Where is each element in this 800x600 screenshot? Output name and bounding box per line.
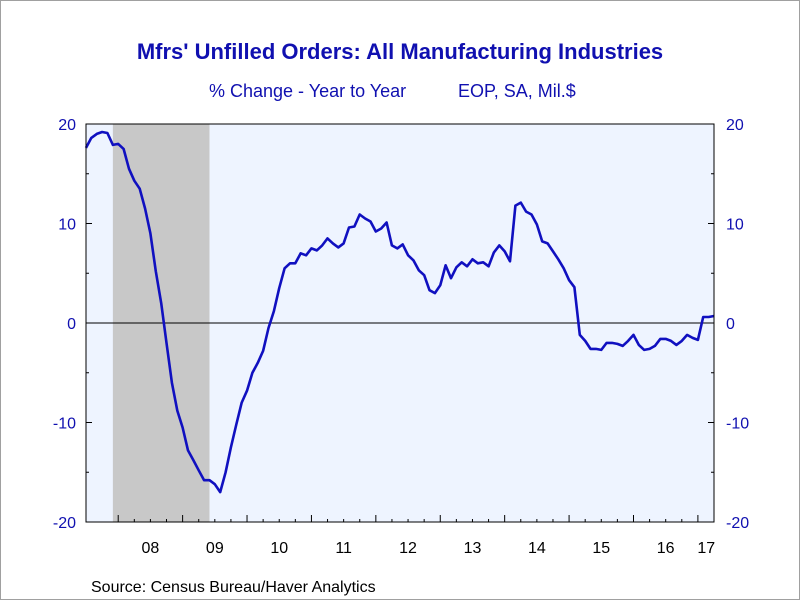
x-tick-label: 14 <box>528 540 546 557</box>
x-tick-label: 11 <box>335 540 352 557</box>
y-tick-label-left: 10 <box>58 217 76 234</box>
x-tick-label: 10 <box>270 540 288 557</box>
x-axis: 08 09 10 11 12 13 14 15 16 17 <box>142 540 716 557</box>
y-tick-label-left: -20 <box>53 515 76 532</box>
x-tick-label: 16 <box>657 540 675 557</box>
chart-title: Mfrs' Unfilled Orders: All Manufacturing… <box>136 39 664 64</box>
x-tick-label: 13 <box>464 540 482 557</box>
chart-subtitle-left: % Change - Year to Year <box>209 81 407 101</box>
x-tick-label: 17 <box>697 540 715 557</box>
y-tick-label-right: -20 <box>726 515 749 532</box>
x-tick-label: 08 <box>142 540 160 557</box>
y-tick-label-left: 20 <box>58 117 76 134</box>
x-tick-label: 15 <box>592 540 610 557</box>
series-line <box>84 130 715 494</box>
y-axis-right: 20 10 0 -10 -20 <box>726 117 749 532</box>
y-tick-label-left: 0 <box>67 316 76 333</box>
source-note: Source: Census Bureau/Haver Analytics <box>91 579 376 596</box>
y-tick-label-left: -10 <box>53 416 76 433</box>
y-tick-label-right: 0 <box>726 316 735 333</box>
chart-subtitle-right: EOP, SA, Mil.$ <box>458 81 576 101</box>
y-tick-label-right: 20 <box>726 117 744 134</box>
y-axis-left: 20 10 0 -10 -20 <box>53 117 76 532</box>
x-tick-label: 12 <box>399 540 417 557</box>
y-tick-label-right: 10 <box>726 217 744 234</box>
x-tick-label: 09 <box>206 540 224 557</box>
y-tick-label-right: -10 <box>726 416 749 433</box>
plot-border <box>85 123 715 523</box>
